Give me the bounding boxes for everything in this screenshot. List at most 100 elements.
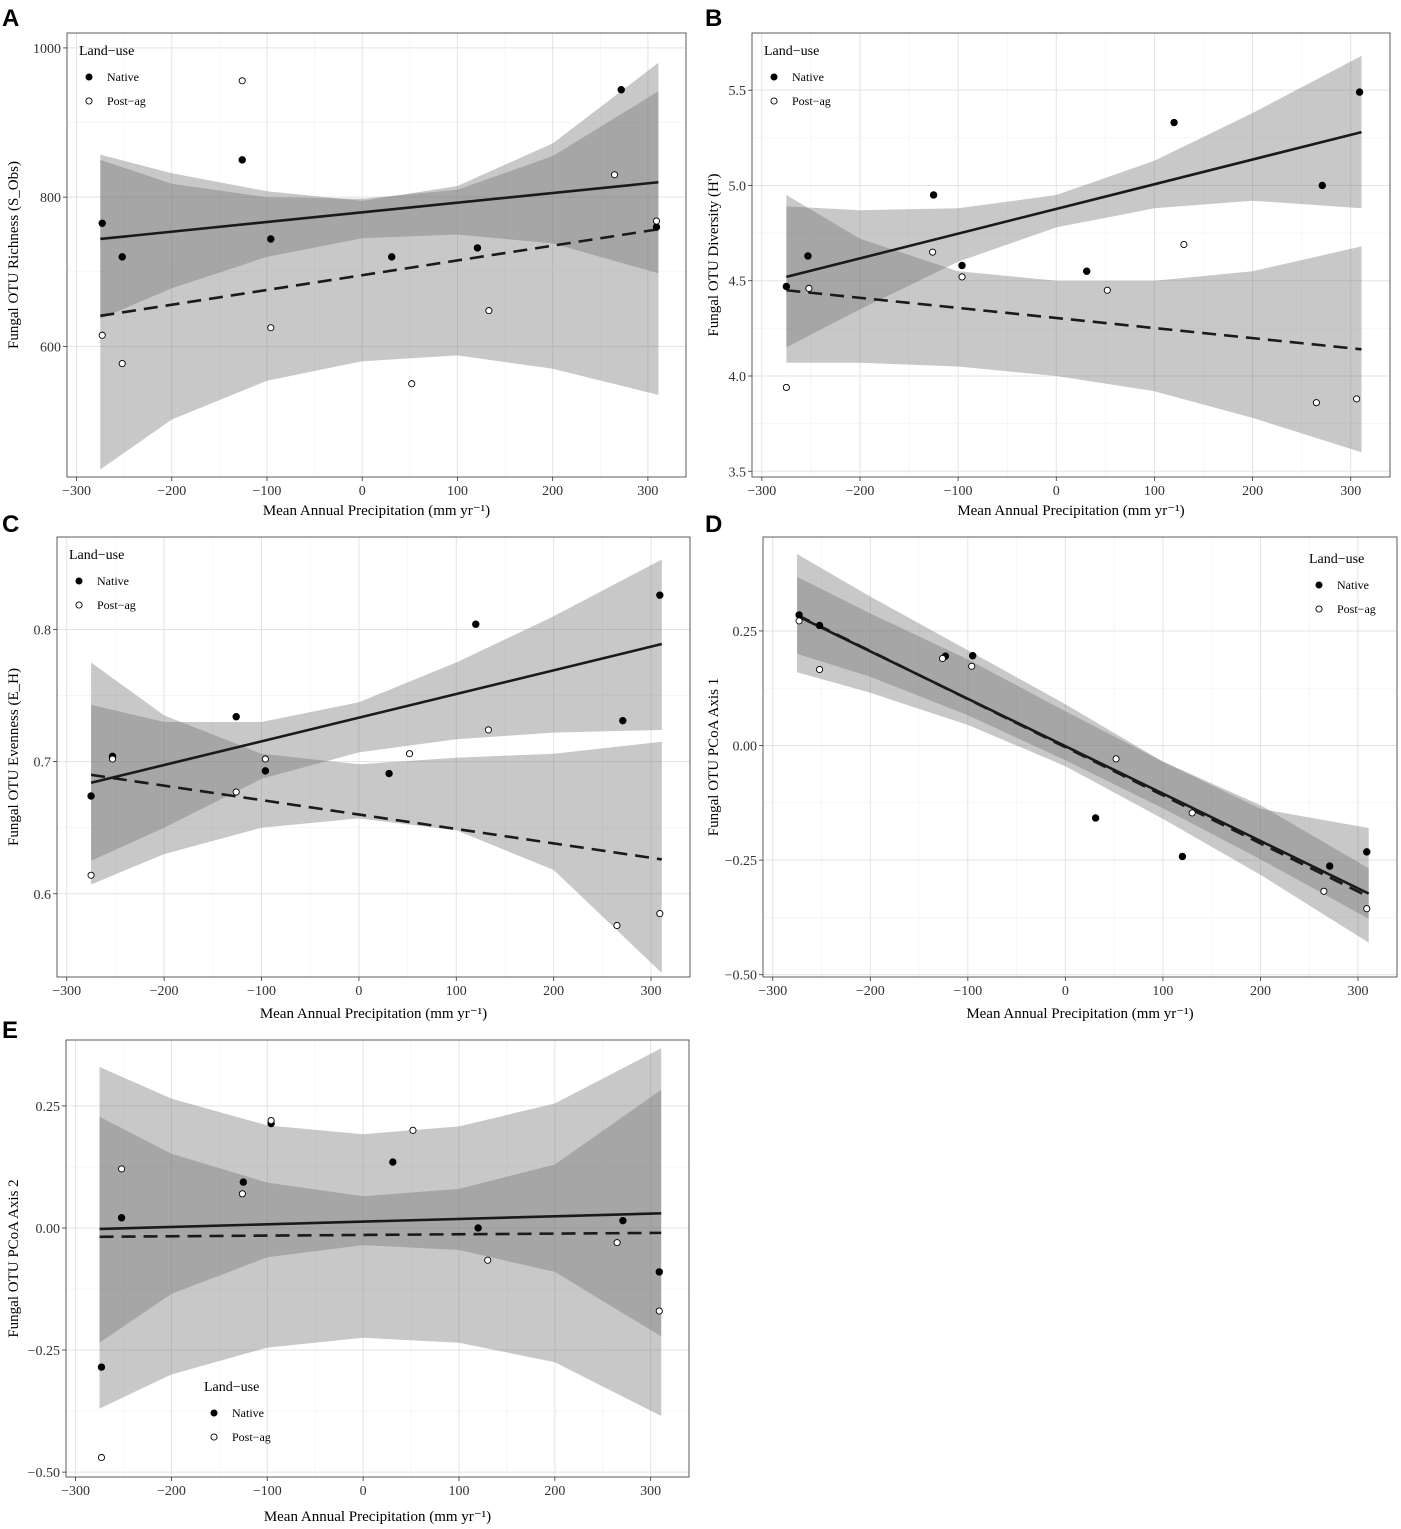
point-native — [655, 1268, 663, 1276]
point-post-ag — [108, 755, 117, 763]
point-post-ag — [613, 921, 621, 930]
panel-border — [66, 32, 687, 478]
plot-background — [66, 1040, 689, 1477]
x-axis-title: Mean Annual Precipitation (mm yr⁻¹) — [260, 1006, 487, 1022]
point-post-ag — [1103, 286, 1111, 294]
x-tick-label: −100 — [944, 484, 973, 499]
x-tick-label: −200 — [157, 484, 186, 499]
point-native — [267, 235, 275, 243]
legend-post-ag-marker — [1315, 605, 1323, 613]
x-tick-label: −200 — [157, 1484, 186, 1499]
plot-background — [57, 537, 690, 977]
panel-C: C −300 −200 −100 0 100 200 300 0.6 0.7 0.8 Mean Ann… — [2, 511, 691, 1022]
plot-background — [752, 33, 1390, 477]
x-tick-label: 100 — [1144, 484, 1165, 499]
panel-B: B −300 −200 −100 0 100 200 300 3.5 4.0 4.5 5.0 5.5 Me… — [705, 5, 1391, 519]
point-post-ag — [408, 380, 416, 388]
legend-title: Land−use — [764, 44, 819, 59]
x-tick-label: 300 — [1347, 984, 1368, 999]
point-native — [87, 792, 95, 800]
x-tick-label: 300 — [1340, 484, 1361, 499]
legend-post-ag-label: Post−ag — [107, 94, 146, 108]
point-native — [656, 591, 664, 599]
x-tick-label: 100 — [447, 484, 468, 499]
legend-native-marker — [85, 73, 93, 81]
panel-border — [762, 536, 1398, 978]
point-native — [929, 191, 938, 199]
x-tick-label: 300 — [641, 984, 662, 999]
y-tick-label: 0.00 — [733, 740, 758, 755]
legend-native-label: Native — [97, 574, 129, 588]
x-tick-label: −300 — [758, 984, 787, 999]
x-tick-label: −100 — [953, 984, 982, 999]
point-native — [1170, 118, 1178, 127]
point-post-ag — [238, 77, 246, 85]
y-tick-label: 4.0 — [729, 370, 747, 385]
y-axis-title: Fungal OTU Richness (S_Obs) — [6, 161, 22, 349]
x-axis-title: Mean Annual Precipitation (mm yr⁻¹) — [966, 1006, 1193, 1022]
fit-line-native — [90, 642, 663, 785]
point-native — [98, 219, 106, 227]
point-native — [474, 1224, 482, 1232]
point-native — [804, 252, 812, 260]
point-post-ag — [795, 617, 803, 625]
fit-line-post-ag — [99, 1231, 662, 1239]
y-axis-title: Fungal OTU Diversity (H') — [706, 173, 722, 336]
point-post-ag — [118, 1165, 126, 1173]
x-tick-label: −300 — [62, 484, 91, 499]
point-post-ag — [87, 871, 95, 879]
x-tick-label: 0 — [1062, 984, 1069, 999]
point-native — [388, 253, 396, 261]
x-axis-title: Mean Annual Precipitation (mm yr⁻¹) — [957, 503, 1184, 519]
fit-line-native — [99, 1212, 662, 1231]
x-tick-label: −100 — [247, 984, 276, 999]
fit-line-native — [100, 180, 659, 241]
x-tick-label: −200 — [856, 984, 885, 999]
point-native — [385, 769, 393, 778]
point-native — [239, 1178, 248, 1186]
confidence-band-post-ag — [797, 554, 1369, 943]
y-tick-label: 0.6 — [34, 888, 52, 903]
legend-title: Land−use — [1309, 552, 1364, 567]
y-axis-title: Fungal OTU PCoA Axis 2 — [6, 1179, 22, 1337]
point-post-ag — [656, 910, 664, 918]
y-tick-label: 3.5 — [729, 465, 747, 480]
point-post-ag — [267, 324, 275, 332]
point-native — [815, 621, 824, 630]
legend-post-ag-marker — [210, 1433, 218, 1441]
y-tick-label: −0.50 — [28, 1466, 60, 1481]
legend-native-marker — [1315, 581, 1323, 589]
point-post-ag — [1312, 399, 1320, 407]
point-native — [1083, 267, 1091, 275]
point-post-ag — [409, 1126, 417, 1134]
legend-native-label: Native — [107, 70, 139, 84]
legend-post-ag-label: Post−ag — [232, 1430, 271, 1444]
x-tick-label: 0 — [355, 984, 362, 999]
panel-letter: E — [2, 1017, 18, 1044]
x-tick-label: 200 — [542, 484, 563, 499]
legend-title: Land−use — [79, 44, 134, 59]
x-tick-label: −100 — [253, 1484, 282, 1499]
legend: Land−use Native Post−ag — [764, 44, 831, 108]
point-post-ag — [484, 726, 492, 734]
point-native — [232, 712, 240, 721]
point-native — [1325, 862, 1334, 870]
point-native — [473, 244, 482, 252]
legend-native-marker — [770, 73, 778, 81]
y-axis-title: Fungal OTU PCoA Axis 1 — [706, 678, 722, 836]
confidence-band-native — [99, 1089, 662, 1343]
point-native — [118, 253, 126, 261]
point-post-ag — [232, 788, 240, 796]
panel-D: D −300 −200 −100 0 100 200 300 −0.50 −0.25 0.00 0.2… — [705, 511, 1398, 1022]
panel-letter: C — [2, 511, 19, 538]
point-native — [619, 1216, 627, 1225]
confidence-band-post-ag — [99, 1048, 662, 1416]
point-native — [958, 261, 966, 270]
point-post-ag — [267, 1117, 275, 1125]
confidence-band-native — [797, 576, 1369, 919]
y-tick-label: 5.5 — [729, 84, 747, 99]
point-native — [261, 767, 270, 775]
legend-native-marker — [210, 1409, 218, 1417]
point-post-ag — [238, 1190, 246, 1198]
